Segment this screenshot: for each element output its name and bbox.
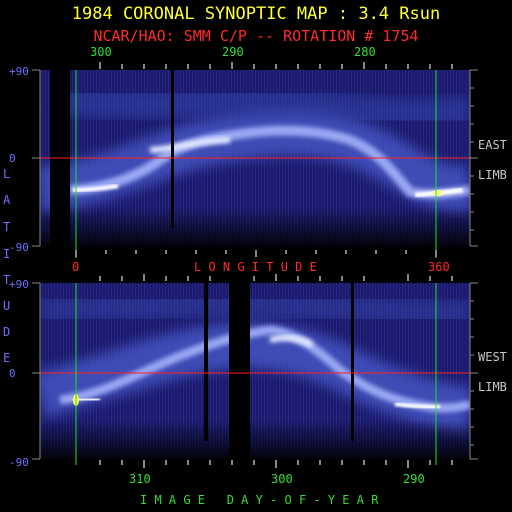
lat-axis-letter: I bbox=[3, 247, 11, 261]
panel-top-ticks bbox=[99, 274, 453, 281]
bottom-tick-label: 290 bbox=[403, 472, 425, 486]
south-fade bbox=[40, 283, 470, 459]
west-label: WEST bbox=[478, 350, 507, 364]
limb-label: LIMB bbox=[478, 380, 507, 394]
lat-label-minus90: -90 bbox=[9, 456, 29, 469]
lat-label-plus90: +90 bbox=[9, 278, 29, 291]
longitude-axis-label: L O N G I T U D E bbox=[194, 260, 317, 274]
east-limb-map bbox=[32, 62, 478, 258]
top-tick-label: 300 bbox=[90, 45, 112, 59]
top-tick-label: 290 bbox=[222, 45, 244, 59]
longitude-tick-label: 0 bbox=[72, 260, 80, 274]
lat-label-zero: 0 bbox=[9, 367, 16, 380]
lat-axis-letter: A bbox=[3, 193, 11, 207]
lat-axis-letter: U bbox=[3, 299, 11, 313]
west-limb-map bbox=[32, 274, 478, 468]
lat-label-zero: 0 bbox=[9, 152, 16, 165]
east-label: EAST bbox=[478, 138, 507, 152]
limb-label: LIMB bbox=[478, 168, 507, 182]
lat-label-minus90: -90 bbox=[9, 241, 29, 254]
right-lat-ticks bbox=[32, 69, 478, 247]
longitude-ticks bbox=[75, 250, 437, 257]
bottom-tick-label: 310 bbox=[129, 472, 151, 486]
bottom-ticks bbox=[99, 460, 453, 468]
lat-axis-letter: L bbox=[3, 167, 11, 181]
lat-axis-letter: T bbox=[3, 273, 11, 287]
top-tick-label: 280 bbox=[354, 45, 376, 59]
lat-axis-letter: D bbox=[3, 325, 11, 339]
bottom-tick-label: 300 bbox=[271, 472, 293, 486]
longitude-tick-label: 360 bbox=[428, 260, 450, 274]
x-axis-label: I M A G E D A Y - O F - Y E A R bbox=[140, 493, 379, 507]
right-lat-ticks bbox=[32, 282, 478, 460]
lat-axis-letter: T bbox=[3, 220, 11, 234]
top-ticks bbox=[99, 62, 453, 69]
lat-label-plus90: +90 bbox=[9, 65, 29, 78]
chart-title: 1984 CORONAL SYNOPTIC MAP : 3.4 Rsun bbox=[71, 4, 441, 24]
lat-axis-letter: E bbox=[3, 351, 11, 365]
chart-subtitle: NCAR/HAO: SMM C/P -- ROTATION # 1754 bbox=[93, 27, 419, 45]
